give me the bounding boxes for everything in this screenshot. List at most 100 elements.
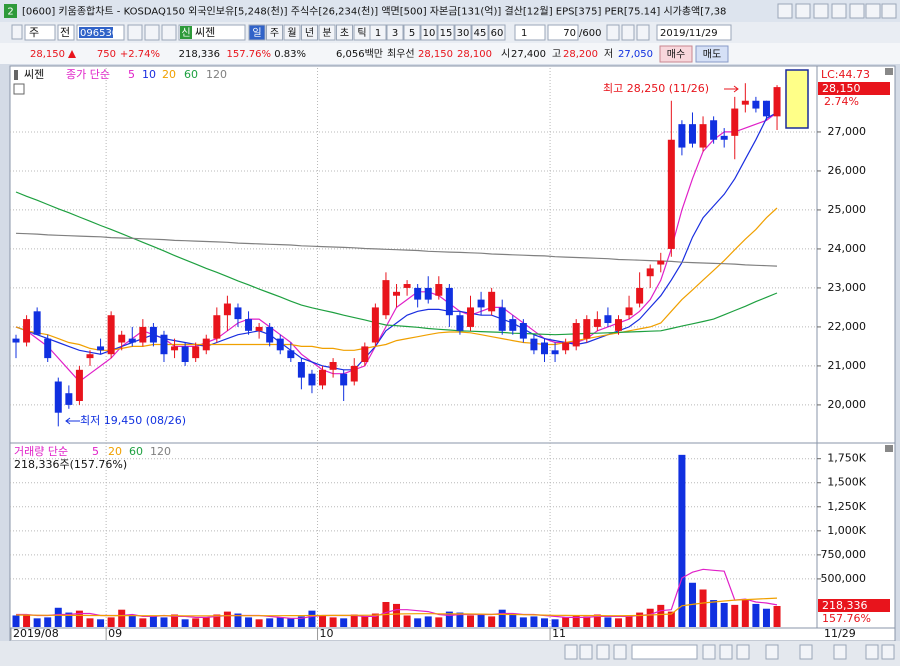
volume-bar [65, 612, 73, 627]
tool-button[interactable] [765, 644, 779, 660]
volume-bar [118, 609, 126, 627]
period-button[interactable] [248, 24, 266, 41]
interval-button[interactable] [437, 24, 455, 41]
volume-legend-title: 거래량 단순 [14, 445, 68, 458]
window-title: [0600] 키움종합차트 - KOSDAQ150 외국인보유[5,248(천)… [22, 6, 726, 18]
volume-bar [223, 611, 231, 627]
tool-button[interactable] [833, 644, 847, 660]
step-text: 1 [521, 28, 527, 39]
volume-bar [752, 603, 760, 627]
layout-button[interactable] [11, 24, 23, 40]
volume-bar [44, 617, 52, 627]
period-button[interactable] [318, 24, 336, 41]
volume-bar [414, 618, 422, 627]
interval-button[interactable] [488, 24, 506, 41]
buy-label: 매수 [667, 49, 685, 61]
candle-body [234, 307, 242, 320]
scroll-bar [0, 641, 900, 666]
price-label: 28,150 [822, 82, 861, 95]
tool-button[interactable] [881, 644, 895, 660]
order-box[interactable] [785, 69, 809, 129]
period-label: 초 [340, 27, 349, 39]
zoom-button[interactable] [736, 644, 750, 660]
code-text: 096530 [80, 28, 118, 39]
volume-bar [467, 615, 475, 627]
interval-button[interactable] [386, 24, 404, 41]
period-button[interactable] [301, 24, 318, 41]
candle-body [752, 100, 760, 109]
tool-button[interactable] [799, 644, 813, 660]
volume-bar [213, 614, 221, 627]
scroll-button[interactable] [564, 644, 578, 660]
scroll-button[interactable] [579, 644, 593, 660]
volume-bar [583, 616, 591, 627]
minimize-button[interactable] [849, 3, 865, 19]
volume-bar [54, 607, 62, 627]
search-button[interactable] [127, 24, 143, 41]
step-select[interactable] [514, 24, 546, 41]
volume-bar [287, 618, 295, 627]
prev-button[interactable] [161, 24, 177, 41]
interval-button[interactable] [420, 24, 438, 41]
candle-body [149, 326, 157, 343]
candle-body [625, 307, 633, 316]
rate-label: 2.74% [824, 95, 859, 108]
interval-button[interactable] [369, 24, 387, 41]
candle-body [551, 350, 559, 355]
panel-button[interactable] [885, 68, 893, 75]
help-button[interactable] [831, 3, 847, 19]
period-button[interactable] [266, 24, 283, 41]
resize-button[interactable] [795, 3, 811, 19]
tool-button[interactable] [636, 24, 650, 41]
buy-button[interactable] [659, 45, 693, 63]
candle-body [276, 338, 284, 351]
interval-button[interactable] [454, 24, 472, 41]
zoom-button[interactable] [719, 644, 733, 660]
interval-button[interactable] [471, 24, 489, 41]
close-button[interactable] [881, 3, 897, 19]
volume-bar [12, 615, 20, 627]
candle-body [160, 334, 168, 355]
badge-box [180, 26, 192, 39]
volume-bar [488, 616, 496, 627]
zoom-slider[interactable] [631, 644, 698, 660]
font-button[interactable] [813, 3, 829, 19]
period-button[interactable] [336, 24, 353, 41]
market-select[interactable] [24, 24, 56, 41]
volume-bar [340, 618, 348, 627]
sound-button[interactable] [144, 24, 160, 41]
candle-body [266, 326, 274, 343]
window-buttons[interactable] [777, 3, 897, 19]
panel-button[interactable] [885, 445, 893, 452]
zoom-button[interactable] [702, 644, 716, 660]
maximize-button[interactable] [865, 3, 881, 19]
volume-bar [139, 618, 147, 627]
candle-body [181, 346, 189, 363]
volume-bar [593, 614, 601, 627]
mode-select[interactable] [57, 24, 75, 41]
play-button[interactable] [613, 644, 627, 660]
interval-label: 10 [423, 28, 436, 39]
tool-button[interactable] [865, 644, 879, 660]
link-button[interactable] [777, 3, 793, 19]
legend-entry: 120 [206, 68, 227, 81]
tool-button[interactable] [606, 24, 620, 41]
legend-entry: 10 [142, 68, 156, 81]
scroll-controls[interactable] [564, 644, 895, 660]
date-input[interactable] [656, 24, 732, 41]
interval-button[interactable] [403, 24, 421, 41]
window-number: 2 [7, 7, 13, 18]
stop-button[interactable] [596, 644, 610, 660]
tool-button[interactable] [621, 24, 635, 41]
y-tick-label: 500,000 [821, 572, 867, 585]
candle-body [202, 338, 210, 351]
candle-body [319, 369, 327, 386]
volume-bar [657, 604, 665, 627]
period-button[interactable] [283, 24, 301, 41]
candle-body [393, 291, 401, 296]
sell-button[interactable] [695, 45, 729, 63]
candle-body [467, 307, 475, 327]
candle-body [667, 139, 675, 249]
panel-icon[interactable] [13, 83, 25, 95]
count-input[interactable] [547, 24, 579, 41]
